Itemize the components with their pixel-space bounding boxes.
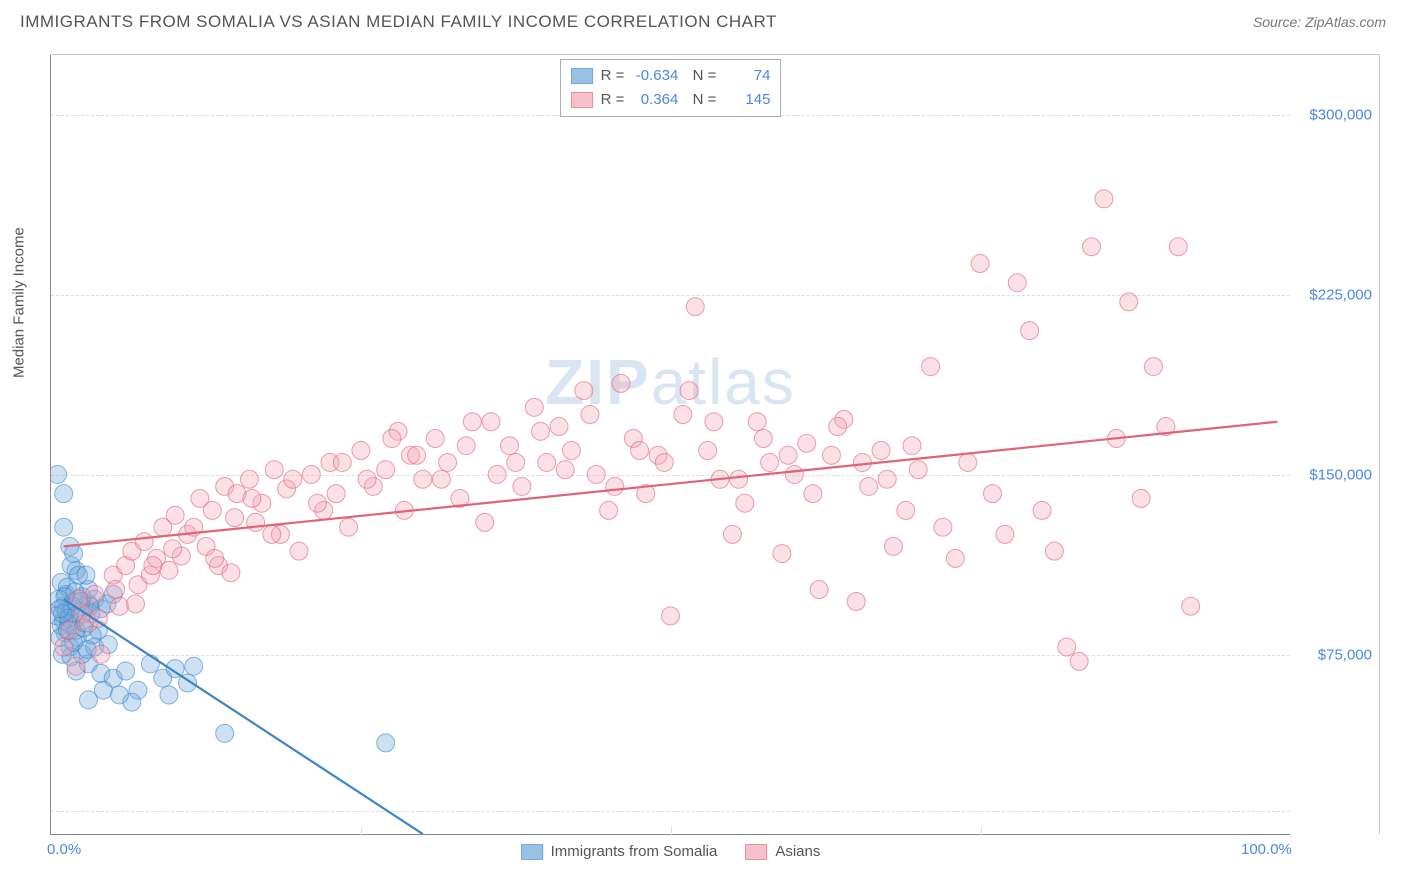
chart-header: IMMIGRANTS FROM SOMALIA VS ASIAN MEDIAN …: [0, 0, 1406, 40]
plot-area: Median Family Income R = -0.634 N = 74 R…: [50, 55, 1290, 835]
y-tick-label: $75,000: [1318, 647, 1372, 664]
scatter-svg: [51, 55, 1290, 834]
legend-item-somalia: Immigrants from Somalia: [521, 843, 718, 860]
n-label: N =: [684, 88, 716, 112]
y-axis-label: Median Family Income: [11, 227, 28, 378]
y-tick-label: $300,000: [1309, 107, 1372, 124]
legend-label-asians: Asians: [775, 843, 820, 860]
r-value-asians: 0.364: [630, 88, 678, 112]
n-value-somalia: 74: [722, 64, 770, 88]
swatch-somalia: [571, 68, 593, 84]
stats-row-asians: R = 0.364 N = 145: [571, 88, 771, 112]
r-label: R =: [601, 88, 625, 112]
n-label: N =: [684, 64, 716, 88]
stats-legend: R = -0.634 N = 74 R = 0.364 N = 145: [560, 59, 782, 117]
chart-container: Median Family Income R = -0.634 N = 74 R…: [50, 54, 1380, 834]
stats-row-somalia: R = -0.634 N = 74: [571, 64, 771, 88]
legend-item-asians: Asians: [745, 843, 820, 860]
chart-title: IMMIGRANTS FROM SOMALIA VS ASIAN MEDIAN …: [20, 12, 777, 32]
r-label: R =: [601, 64, 625, 88]
legend-swatch-asians: [745, 844, 767, 860]
x-tick-label: 100.0%: [1241, 841, 1292, 858]
y-tick-label: $150,000: [1309, 467, 1372, 484]
legend-swatch-somalia: [521, 844, 543, 860]
n-value-asians: 145: [722, 88, 770, 112]
series-legend: Immigrants from Somalia Asians: [521, 843, 821, 860]
legend-label-somalia: Immigrants from Somalia: [551, 843, 718, 860]
x-tick-label: 0.0%: [47, 841, 81, 858]
y-tick-label: $225,000: [1309, 287, 1372, 304]
swatch-asians: [571, 92, 593, 108]
chart-source: Source: ZipAtlas.com: [1253, 14, 1386, 30]
r-value-somalia: -0.634: [630, 64, 678, 88]
